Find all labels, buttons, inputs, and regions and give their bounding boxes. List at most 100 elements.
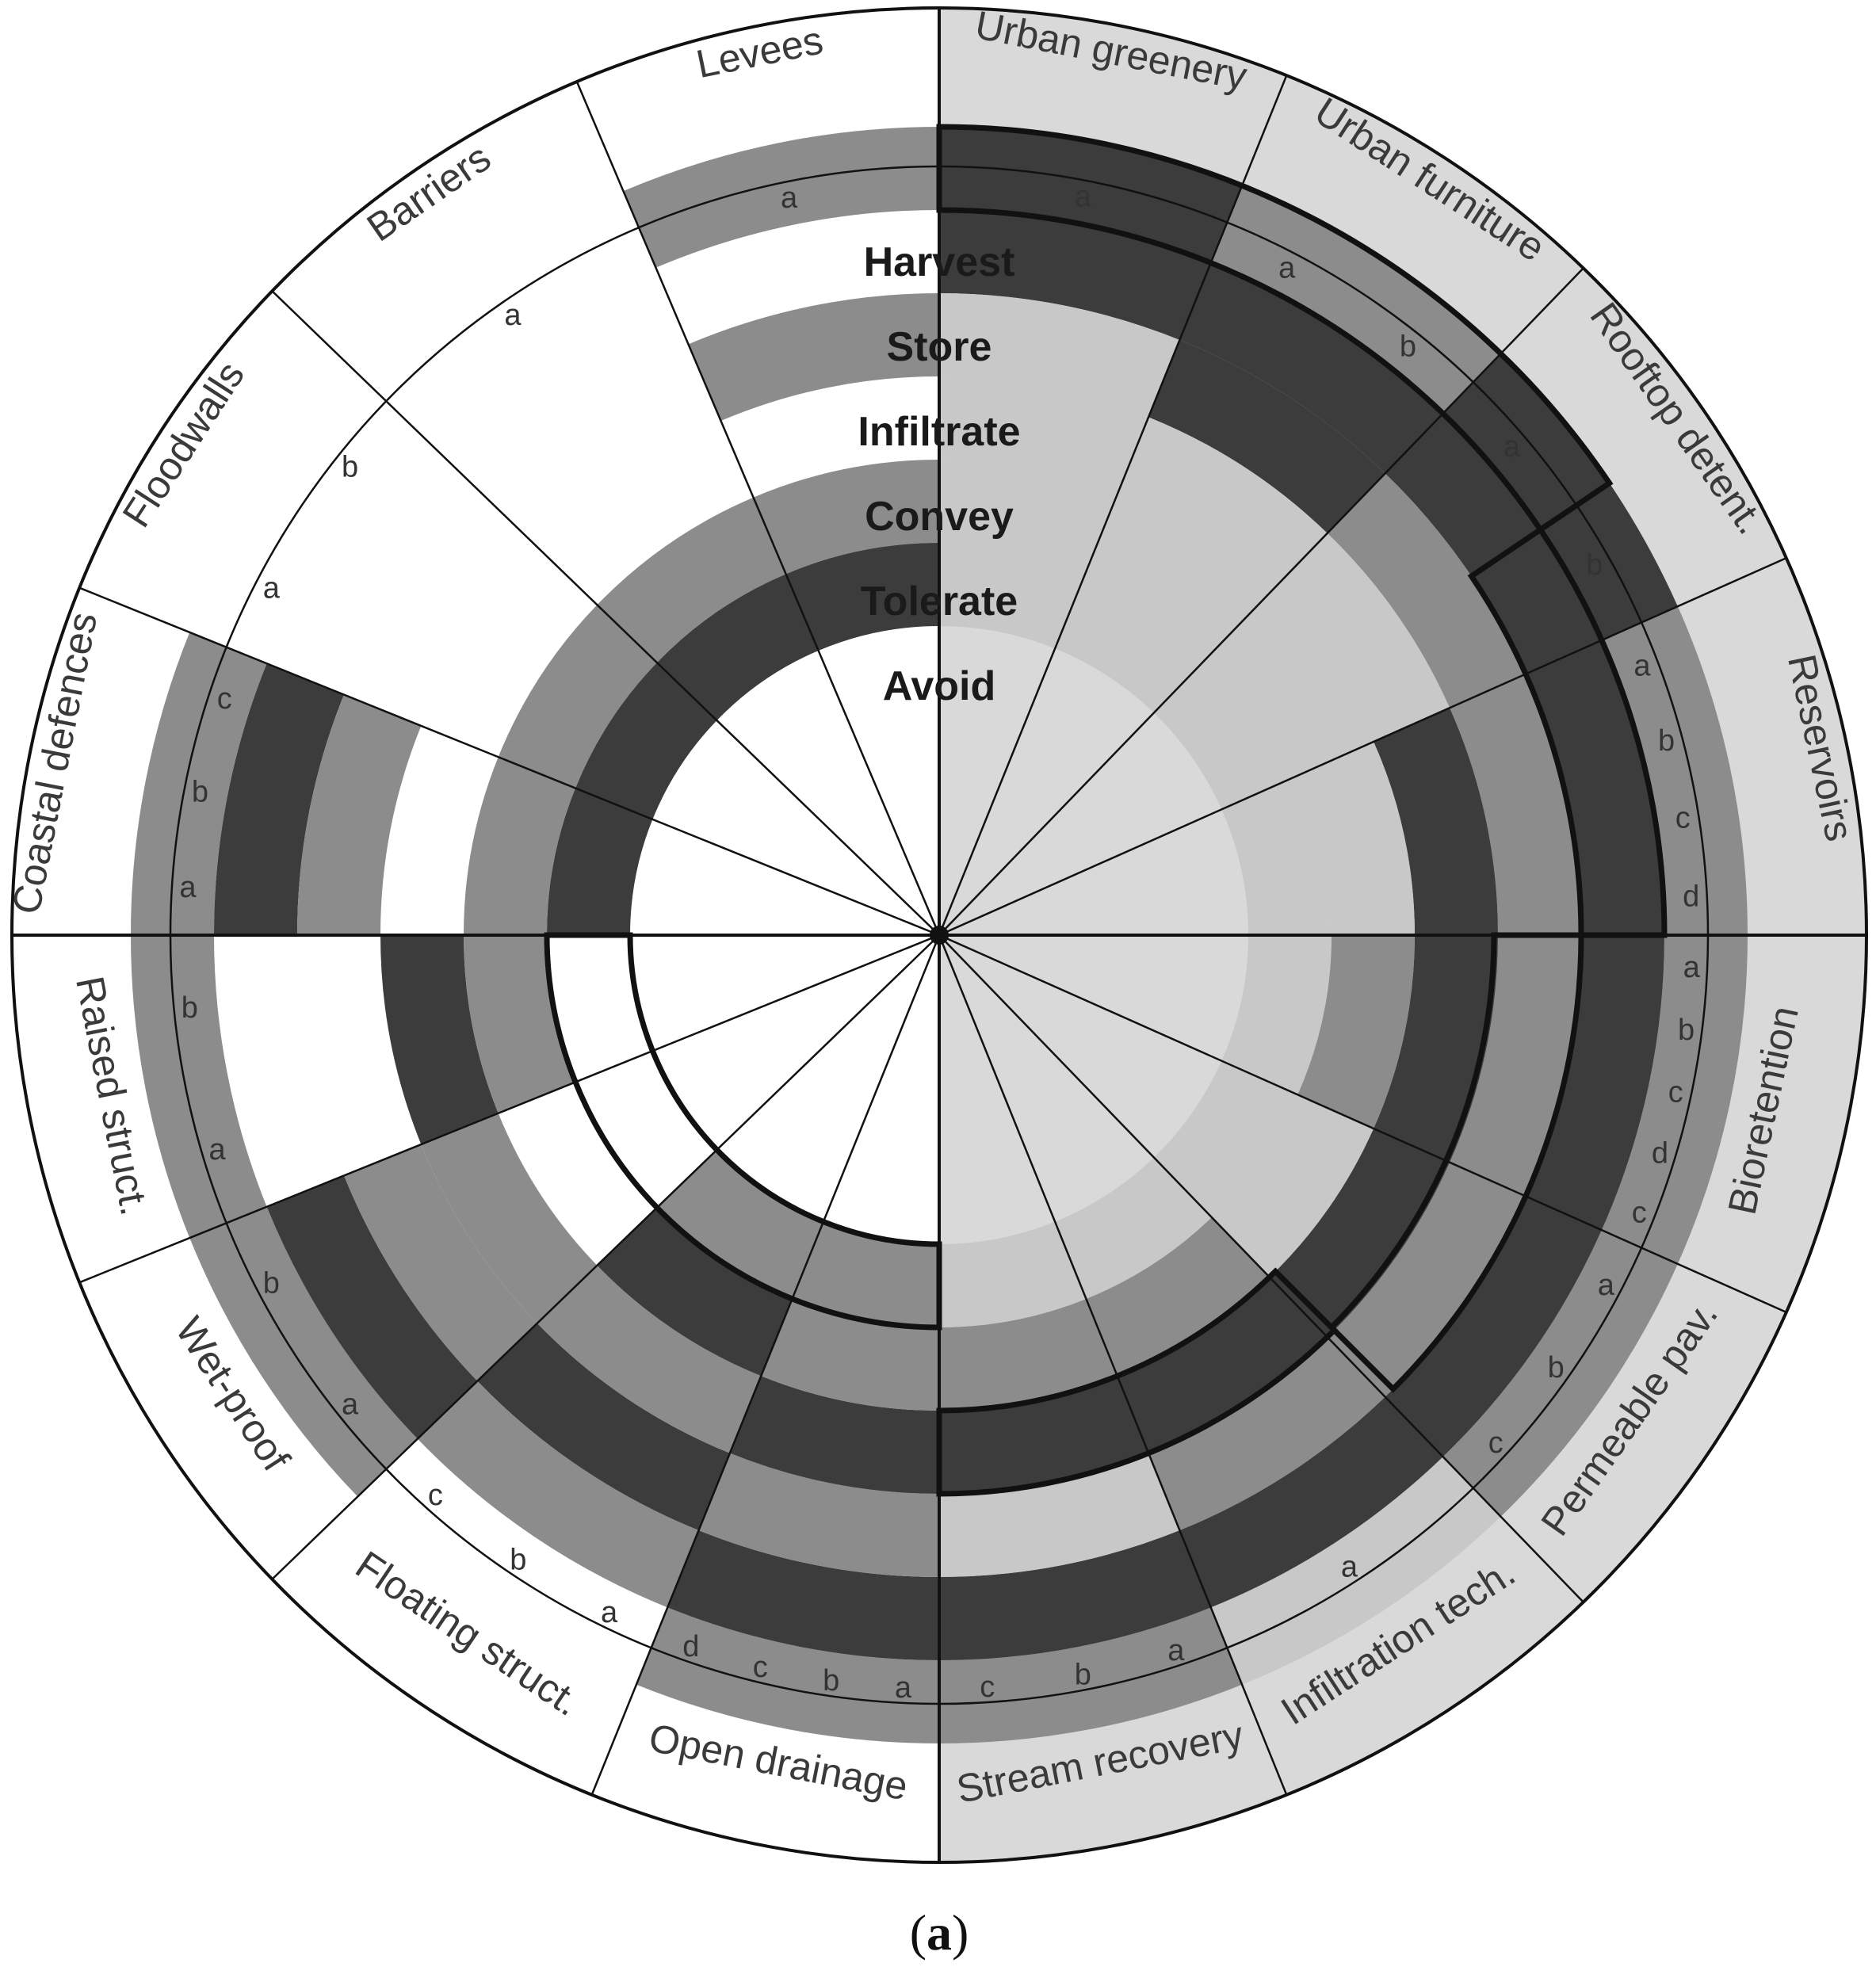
sub-label-rooftop-detent-2: b bbox=[1586, 548, 1603, 582]
sub-label-open-drainage-3: c bbox=[753, 1651, 768, 1684]
band-urban-greenery-tolerate bbox=[939, 460, 1118, 572]
radial-divider-3 bbox=[938, 267, 1584, 936]
band-wet-proof-harvest bbox=[189, 1206, 418, 1497]
band-infiltration-tech-infiltrate bbox=[1148, 1337, 1385, 1531]
sub-label-levees-1: a bbox=[781, 181, 798, 215]
sub-label-urban-greenery-1: a bbox=[1075, 180, 1092, 213]
band-open-drainage-store bbox=[667, 1530, 939, 1660]
sub-label-open-drainage-2: b bbox=[823, 1664, 839, 1697]
band-permeable-pav-infiltrate bbox=[1327, 1162, 1526, 1397]
band-floodwalls-tolerate bbox=[498, 605, 657, 789]
band-barriers-avoid bbox=[656, 574, 819, 721]
sub-label-reservoirs-3: c bbox=[1675, 801, 1691, 834]
band-rooftop-detent-avoid bbox=[1153, 652, 1298, 810]
sub-label-bioretention-2: b bbox=[1678, 1014, 1695, 1047]
segment-label-floating-struct: Floating struct. bbox=[348, 1542, 588, 1724]
band-barriers-tolerate bbox=[597, 497, 786, 663]
band-urban-furniture-avoid bbox=[1055, 571, 1212, 713]
band-permeable-pav-harvest bbox=[1442, 1230, 1678, 1517]
sub-label-floating-struct-3: c bbox=[428, 1479, 443, 1512]
band-open-drainage-avoid bbox=[792, 1221, 939, 1327]
level-label-avoid: Avoid bbox=[883, 663, 996, 709]
band-permeable-pav-avoid bbox=[1153, 1060, 1298, 1218]
sub-label-infiltration-tech-1: a bbox=[1341, 1551, 1358, 1584]
radial-divider-4 bbox=[938, 556, 1787, 937]
sub-label-floodwalls-2: b bbox=[342, 451, 358, 484]
band-levees-infiltrate bbox=[688, 293, 939, 422]
sub-label-wet-proof-1: a bbox=[342, 1388, 359, 1421]
radial-divider-2 bbox=[938, 74, 1288, 936]
band-permeable-pav-tolerate bbox=[1211, 1094, 1374, 1277]
sub-label-open-drainage-4: d bbox=[682, 1630, 699, 1663]
band-rooftop-detent-infiltrate bbox=[1327, 473, 1526, 708]
sub-label-urban-furniture-2: b bbox=[1400, 330, 1416, 364]
band-rooftop-detent-tolerate bbox=[1211, 593, 1374, 776]
band-coastal-defences-avoid bbox=[547, 788, 653, 935]
sub-label-raised-struct-2: b bbox=[181, 991, 198, 1025]
band-bioretention-tolerate bbox=[1297, 935, 1416, 1129]
band-urban-greenery-infiltrate bbox=[939, 293, 1180, 418]
radial-divider-7 bbox=[938, 934, 1584, 1603]
band-urban-furniture-tolerate bbox=[1086, 494, 1270, 653]
band-floating-struct-infiltrate bbox=[477, 1323, 730, 1531]
sub-label-reservoirs-1: a bbox=[1633, 650, 1651, 683]
band-open-drainage-harvest bbox=[636, 1607, 939, 1743]
level-label-store: Store bbox=[887, 324, 992, 370]
band-urban-furniture-harvest bbox=[1210, 185, 1501, 414]
band-urban-furniture-store bbox=[1179, 262, 1443, 474]
band-open-drainage-infiltrate bbox=[698, 1453, 939, 1577]
band-bioretention-store bbox=[1525, 935, 1664, 1231]
band-reservoirs-avoid bbox=[1221, 775, 1332, 935]
sub-label-urban-furniture-1: a bbox=[1278, 251, 1296, 285]
level-label-infiltrate: Infiltrate bbox=[858, 409, 1020, 455]
radial-divider-11 bbox=[271, 934, 940, 1580]
band-permeable-pav-convey bbox=[1269, 1128, 1450, 1338]
sub-label-coastal-defences-2: b bbox=[192, 776, 208, 809]
radial-divider-16 bbox=[575, 81, 941, 936]
divider-lines-layer bbox=[10, 6, 1868, 1864]
band-urban-greenery-store bbox=[939, 210, 1211, 340]
sub-label-wet-proof-2: b bbox=[263, 1267, 280, 1300]
sub-label-coastal-defences-1: a bbox=[179, 871, 197, 904]
band-floating-struct-tolerate bbox=[597, 1207, 793, 1377]
level-label-convey: Convey bbox=[865, 494, 1014, 540]
band-open-drainage-convey bbox=[729, 1376, 939, 1494]
band-floating-struct-avoid bbox=[656, 1149, 823, 1299]
segment-label-floodwalls: Floodwalls bbox=[114, 353, 254, 535]
band-rooftop-detent-harvest bbox=[1442, 353, 1678, 640]
band-urban-furniture-infiltrate bbox=[1148, 339, 1385, 533]
sub-label-rooftop-detent-1: a bbox=[1503, 430, 1521, 464]
band-stream-recovery-infiltrate bbox=[939, 1453, 1180, 1577]
band-stream-recovery-convey bbox=[939, 1376, 1149, 1494]
band-levees-tolerate bbox=[753, 460, 939, 575]
sub-label-bioretention-5: c bbox=[1632, 1197, 1647, 1230]
band-bioretention-avoid bbox=[1221, 935, 1332, 1095]
sub-label-coastal-defences-3: c bbox=[217, 682, 232, 716]
band-infiltration-tech-harvest bbox=[1210, 1457, 1501, 1685]
figure-caption: (a) bbox=[910, 1904, 969, 1961]
band-wet-proof-convey bbox=[421, 1113, 598, 1323]
level-bands-layer bbox=[131, 127, 1748, 1743]
band-urban-greenery-avoid bbox=[939, 543, 1087, 649]
sub-label-bioretention-3: c bbox=[1668, 1076, 1683, 1109]
band-reservoirs-harvest bbox=[1601, 606, 1748, 935]
segment-label-coastal-defences: Coastal defences bbox=[4, 609, 106, 918]
band-infiltration-tech-store bbox=[1179, 1396, 1443, 1608]
band-coastal-defences-tolerate bbox=[464, 757, 576, 935]
sub-label-bioretention-1: a bbox=[1683, 951, 1701, 984]
band-wet-proof-store bbox=[266, 1175, 478, 1439]
band-bioretention-harvest bbox=[1601, 935, 1748, 1264]
band-levees-avoid bbox=[785, 543, 939, 651]
band-floating-struct-convey bbox=[537, 1265, 762, 1453]
sub-label-reservoirs-4: d bbox=[1683, 880, 1699, 913]
band-stream-recovery-tolerate bbox=[939, 1298, 1118, 1411]
band-raised-struct-harvest bbox=[131, 935, 267, 1239]
segment-label-levees: Levees bbox=[693, 17, 827, 86]
sub-label-open-drainage-1: a bbox=[895, 1671, 912, 1705]
outline-group-1 bbox=[936, 124, 1614, 534]
sub-label-permeable-pav-3: c bbox=[1488, 1426, 1503, 1460]
sub-label-raised-struct-1: a bbox=[209, 1133, 227, 1167]
band-wet-proof-infiltrate bbox=[343, 1144, 537, 1381]
band-coastal-defences-harvest bbox=[131, 632, 267, 935]
